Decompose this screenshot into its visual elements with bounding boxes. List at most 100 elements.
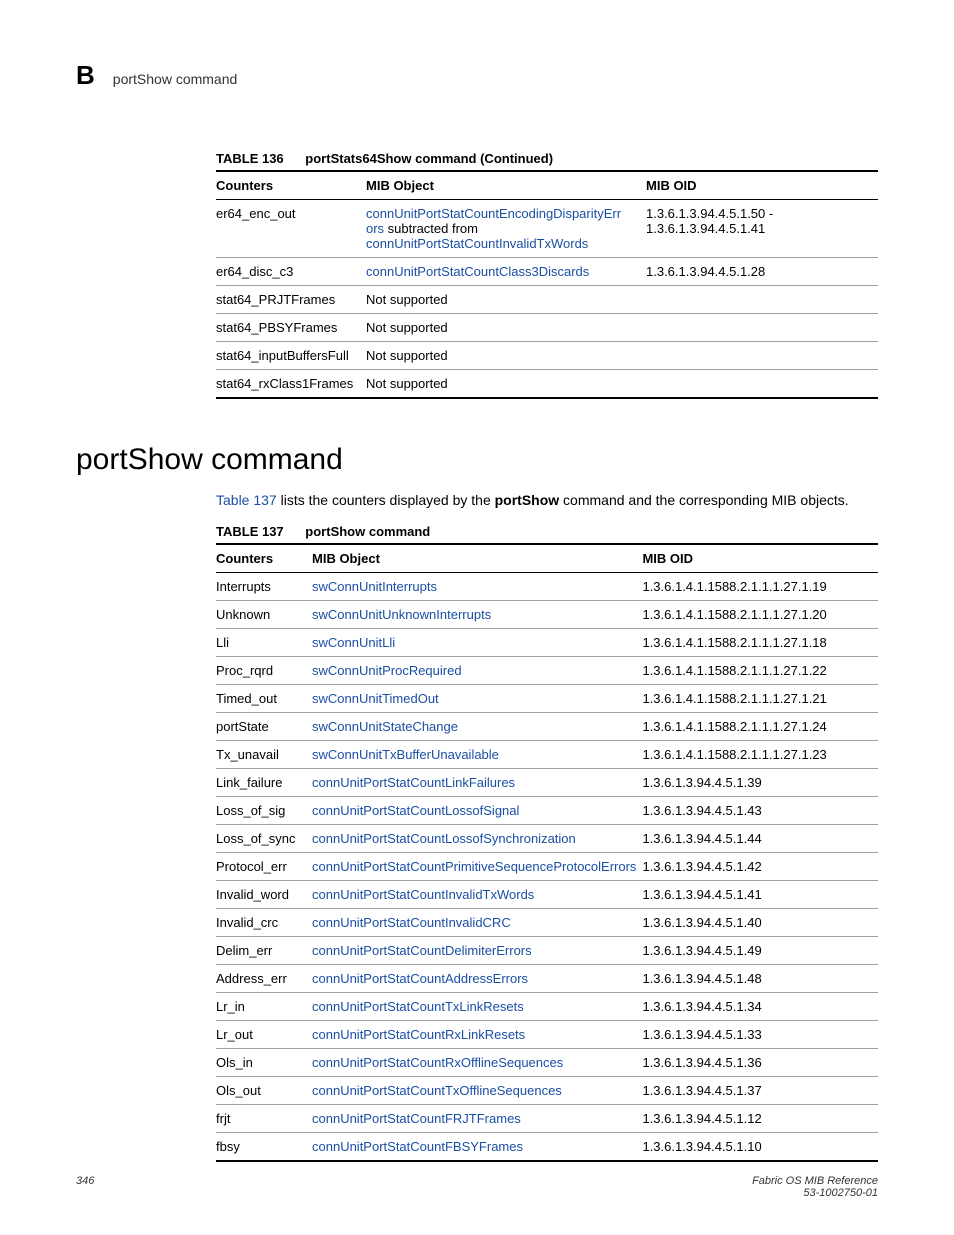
table136-caption: TABLE 136 portStats64Show command (Conti… xyxy=(216,151,878,166)
mib-link[interactable]: connUnitPortStatCountInvalidCRC xyxy=(312,915,511,930)
mib-link[interactable]: connUnitPortStatCountDelimiterErrors xyxy=(312,943,532,958)
table136-caption-num: TABLE 136 xyxy=(216,151,284,166)
mib-link[interactable]: connUnitPortStatCountClass3Discards xyxy=(366,264,589,279)
section-title: portShow command xyxy=(76,443,878,477)
table-row: Invalid_wordconnUnitPortStatCountInvalid… xyxy=(216,880,878,908)
table-row: stat64_PRJTFramesNot supported xyxy=(216,286,878,314)
table136-block: TABLE 136 portStats64Show command (Conti… xyxy=(216,151,878,399)
cell-mibobject: connUnitPortStatCountEncodingDisparityEr… xyxy=(366,200,646,258)
footer-doc-title: Fabric OS MIB Reference xyxy=(752,1175,878,1187)
footer: 346 Fabric OS MIB Reference 53-1002750-0… xyxy=(76,1175,878,1199)
table-row: Timed_outswConnUnitTimedOut1.3.6.1.4.1.1… xyxy=(216,684,878,712)
cell-mibobject: Not supported xyxy=(366,314,646,342)
mib-link[interactable]: connUnitPortStatCountFBSYFrames xyxy=(312,1139,523,1154)
cell-counter: stat64_PBSYFrames xyxy=(216,314,366,342)
cell-miboid: 1.3.6.1.4.1.1588.2.1.1.1.27.1.21 xyxy=(642,684,878,712)
cell-mibobject: connUnitPortStatCountInvalidCRC xyxy=(312,908,642,936)
cell-miboid: 1.3.6.1.3.94.4.5.1.39 xyxy=(642,768,878,796)
cell-mibobject: connUnitPortStatCountInvalidTxWords xyxy=(312,880,642,908)
mib-link[interactable]: swConnUnitLli xyxy=(312,635,395,650)
table-row: Lr_inconnUnitPortStatCountTxLinkResets1.… xyxy=(216,992,878,1020)
cell-miboid: 1.3.6.1.4.1.1588.2.1.1.1.27.1.18 xyxy=(642,628,878,656)
cell-mibobject: swConnUnitProcRequired xyxy=(312,656,642,684)
cell-miboid: 1.3.6.1.3.94.4.5.1.12 xyxy=(642,1104,878,1132)
mib-link[interactable]: swConnUnitTxBufferUnavailable xyxy=(312,747,499,762)
cell-miboid xyxy=(646,342,878,370)
mib-link[interactable]: connUnitPortStatCountAddressErrors xyxy=(312,971,528,986)
text: Not supported xyxy=(366,348,448,363)
running-head-text: portShow command xyxy=(113,71,238,87)
table137-head-counters: Counters xyxy=(216,544,312,573)
table137-caption: TABLE 137 portShow command xyxy=(216,524,878,539)
table-row: UnknownswConnUnitUnknownInterrupts1.3.6.… xyxy=(216,600,878,628)
intro-link[interactable]: Table 137 xyxy=(216,492,277,508)
intro-bold: portShow xyxy=(495,492,560,508)
table-row: portStateswConnUnitStateChange1.3.6.1.4.… xyxy=(216,712,878,740)
mib-link[interactable]: connUnitPortStatCountLinkFailures xyxy=(312,775,515,790)
cell-mibobject: swConnUnitLli xyxy=(312,628,642,656)
mib-link[interactable]: swConnUnitTimedOut xyxy=(312,691,439,706)
cell-counter: Unknown xyxy=(216,600,312,628)
cell-mibobject: Not supported xyxy=(366,286,646,314)
cell-counter: Lli xyxy=(216,628,312,656)
table137-caption-title: portShow command xyxy=(305,524,430,539)
cell-counter: Invalid_word xyxy=(216,880,312,908)
table-row: fbsyconnUnitPortStatCountFBSYFrames 1.3.6… xyxy=(216,1132,878,1161)
table-row: er64_enc_outconnUnitPortStatCountEncodin… xyxy=(216,200,878,258)
mib-link[interactable]: swConnUnitInterrupts xyxy=(312,579,437,594)
mib-link[interactable]: swConnUnitStateChange xyxy=(312,719,458,734)
cell-counter: fbsy xyxy=(216,1132,312,1161)
mib-link[interactable]: connUnitPortStatCountTxLinkResets xyxy=(312,999,524,1014)
cell-mibobject: connUnitPortStatCountPrimitiveSequencePr… xyxy=(312,852,642,880)
cell-counter: Invalid_crc xyxy=(216,908,312,936)
mib-link[interactable]: connUnitPortStatCountRxLinkResets xyxy=(312,1027,525,1042)
cell-mibobject: swConnUnitStateChange xyxy=(312,712,642,740)
cell-miboid: 1.3.6.1.3.94.4.5.1.10 xyxy=(642,1132,878,1161)
table136-head-mibobject: MIB Object xyxy=(366,171,646,200)
cell-counter: Lr_out xyxy=(216,1020,312,1048)
table-row: Ols_inconnUnitPortStatCountRxOfflineSequ… xyxy=(216,1048,878,1076)
table136-head-miboid: MIB OID xyxy=(646,171,878,200)
mib-link[interactable]: connUnitPortStatCountLossofSynchronizati… xyxy=(312,831,576,846)
cell-counter: Lr_in xyxy=(216,992,312,1020)
cell-counter: Tx_unavail xyxy=(216,740,312,768)
cell-mibobject: connUnitPortStatCountAddressErrors xyxy=(312,964,642,992)
text: Not supported xyxy=(366,376,448,391)
cell-miboid: 1.3.6.1.4.1.1588.2.1.1.1.27.1.23 xyxy=(642,740,878,768)
cell-mibobject: connUnitPortStatCountRxLinkResets xyxy=(312,1020,642,1048)
cell-mibobject: connUnitPortStatCountTxOfflineSequences xyxy=(312,1076,642,1104)
table137-head-mibobject: MIB Object xyxy=(312,544,642,573)
cell-miboid: 1.3.6.1.3.94.4.5.1.48 xyxy=(642,964,878,992)
cell-counter: portState xyxy=(216,712,312,740)
cell-miboid: 1.3.6.1.3.94.4.5.1.37 xyxy=(642,1076,878,1104)
cell-counter: Interrupts xyxy=(216,572,312,600)
running-head-letter: B xyxy=(76,60,95,91)
cell-miboid: 1.3.6.1.3.94.4.5.1.44 xyxy=(642,824,878,852)
cell-counter: Delim_err xyxy=(216,936,312,964)
table-row: Tx_unavailswConnUnitTxBufferUnavailable 1… xyxy=(216,740,878,768)
table-row: Protocol_errconnUnitPortStatCountPrimiti… xyxy=(216,852,878,880)
mib-link[interactable]: connUnitPortStatCountRxOfflineSequences xyxy=(312,1055,563,1070)
mib-link[interactable]: connUnitPortStatCountInvalidTxWords xyxy=(366,236,588,251)
cell-mibobject: swConnUnitInterrupts xyxy=(312,572,642,600)
cell-mibobject: connUnitPortStatCountTxLinkResets xyxy=(312,992,642,1020)
cell-counter: er64_disc_c3 xyxy=(216,258,366,286)
cell-miboid: 1.3.6.1.4.1.1588.2.1.1.1.27.1.22 xyxy=(642,656,878,684)
mib-link[interactable]: connUnitPortStatCountLossofSignal xyxy=(312,803,519,818)
mib-link[interactable]: connUnitPortStatCountInvalidTxWords xyxy=(312,887,534,902)
mib-link[interactable]: swConnUnitUnknownInterrupts xyxy=(312,607,491,622)
cell-mibobject: connUnitPortStatCountFRJTFrames xyxy=(312,1104,642,1132)
table136-head-counters: Counters xyxy=(216,171,366,200)
table-row: InterruptsswConnUnitInterrupts1.3.6.1.4.… xyxy=(216,572,878,600)
mib-link[interactable]: connUnitPortStatCountTxOfflineSequences xyxy=(312,1083,562,1098)
mib-link[interactable]: connUnitPortStatCountFRJTFrames xyxy=(312,1111,521,1126)
cell-miboid xyxy=(646,370,878,399)
cell-miboid: 1.3.6.1.3.94.4.5.1.43 xyxy=(642,796,878,824)
cell-mibobject: connUnitPortStatCountLinkFailures xyxy=(312,768,642,796)
mib-link[interactable]: swConnUnitProcRequired xyxy=(312,663,462,678)
cell-miboid: 1.3.6.1.3.94.4.5.1.40 xyxy=(642,908,878,936)
mib-link[interactable]: connUnitPortStatCountPrimitiveSequencePr… xyxy=(312,859,636,874)
table-row: er64_disc_c3connUnitPortStatCountClass3D… xyxy=(216,258,878,286)
cell-mibobject: connUnitPortStatCountDelimiterErrors xyxy=(312,936,642,964)
cell-counter: Proc_rqrd xyxy=(216,656,312,684)
